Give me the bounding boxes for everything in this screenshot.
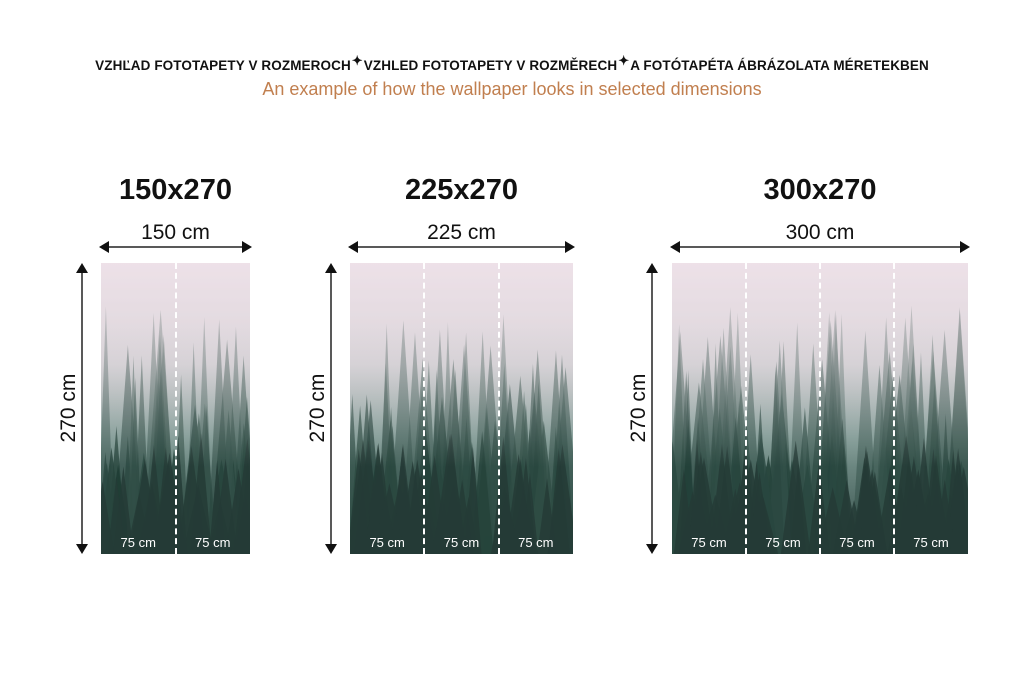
wallpaper-preview: 75 cm 75 cm bbox=[101, 263, 250, 554]
forest-image bbox=[672, 263, 968, 554]
seam-line bbox=[175, 263, 177, 554]
strip-width-label: 75 cm bbox=[443, 535, 480, 550]
sparkle-icon: ✦ bbox=[351, 53, 363, 68]
seam-line bbox=[819, 263, 821, 554]
strip-width-label: 75 cm bbox=[369, 535, 405, 550]
width-arrow bbox=[99, 241, 252, 253]
height-arrow bbox=[325, 263, 337, 554]
seam-line bbox=[745, 263, 747, 554]
multilingual-heading: VZHĽAD FOTOTAPETY V ROZMEROCH✦VZHLED FOT… bbox=[0, 53, 1024, 74]
height-label: 270 cm bbox=[306, 373, 329, 443]
width-label: 300 cm bbox=[785, 221, 855, 244]
height-label: 270 cm bbox=[627, 373, 650, 443]
variant-title: 150x270 bbox=[119, 174, 232, 206]
strip-width-label: 75 cm bbox=[195, 535, 231, 550]
height-label: 270 cm bbox=[57, 373, 80, 443]
height-arrow bbox=[76, 263, 88, 554]
seam-line bbox=[498, 263, 500, 554]
width-arrow bbox=[670, 241, 970, 253]
subtitle: An example of how the wallpaper looks in… bbox=[262, 79, 762, 99]
wallpaper-preview: 75 cm 75 cm 75 cm 75 cm bbox=[672, 263, 968, 554]
strip-width-label: 75 cm bbox=[120, 535, 156, 550]
height-arrow bbox=[646, 263, 658, 554]
variant-title: 300x270 bbox=[763, 174, 877, 206]
sparkle-icon: ✦ bbox=[618, 53, 630, 68]
width-arrow bbox=[348, 241, 575, 253]
strip-width-label: 75 cm bbox=[913, 535, 949, 550]
width-label: 150 cm bbox=[141, 221, 210, 244]
seam-line bbox=[893, 263, 895, 554]
wallpaper-preview: 75 cm 75 cm 75 cm bbox=[350, 263, 573, 554]
forest-image bbox=[350, 263, 573, 554]
strip-width-label: 75 cm bbox=[765, 535, 801, 550]
strip-width-label: 75 cm bbox=[518, 535, 554, 550]
heading-sk: VZHĽAD FOTOTAPETY V ROZMEROCH bbox=[95, 58, 351, 73]
strip-width-label: 75 cm bbox=[691, 535, 727, 550]
strip-width-label: 75 cm bbox=[839, 535, 875, 550]
width-label: 225 cm bbox=[427, 221, 496, 244]
seam-line bbox=[423, 263, 425, 554]
variant-title: 225x270 bbox=[405, 174, 518, 206]
heading-hu: A FOTÓTAPÉTA ÁBRÁZOLATA MÉRETEKBEN bbox=[630, 58, 929, 73]
heading-cz: VZHLED FOTOTAPETY V ROZMĚRECH bbox=[363, 58, 618, 73]
